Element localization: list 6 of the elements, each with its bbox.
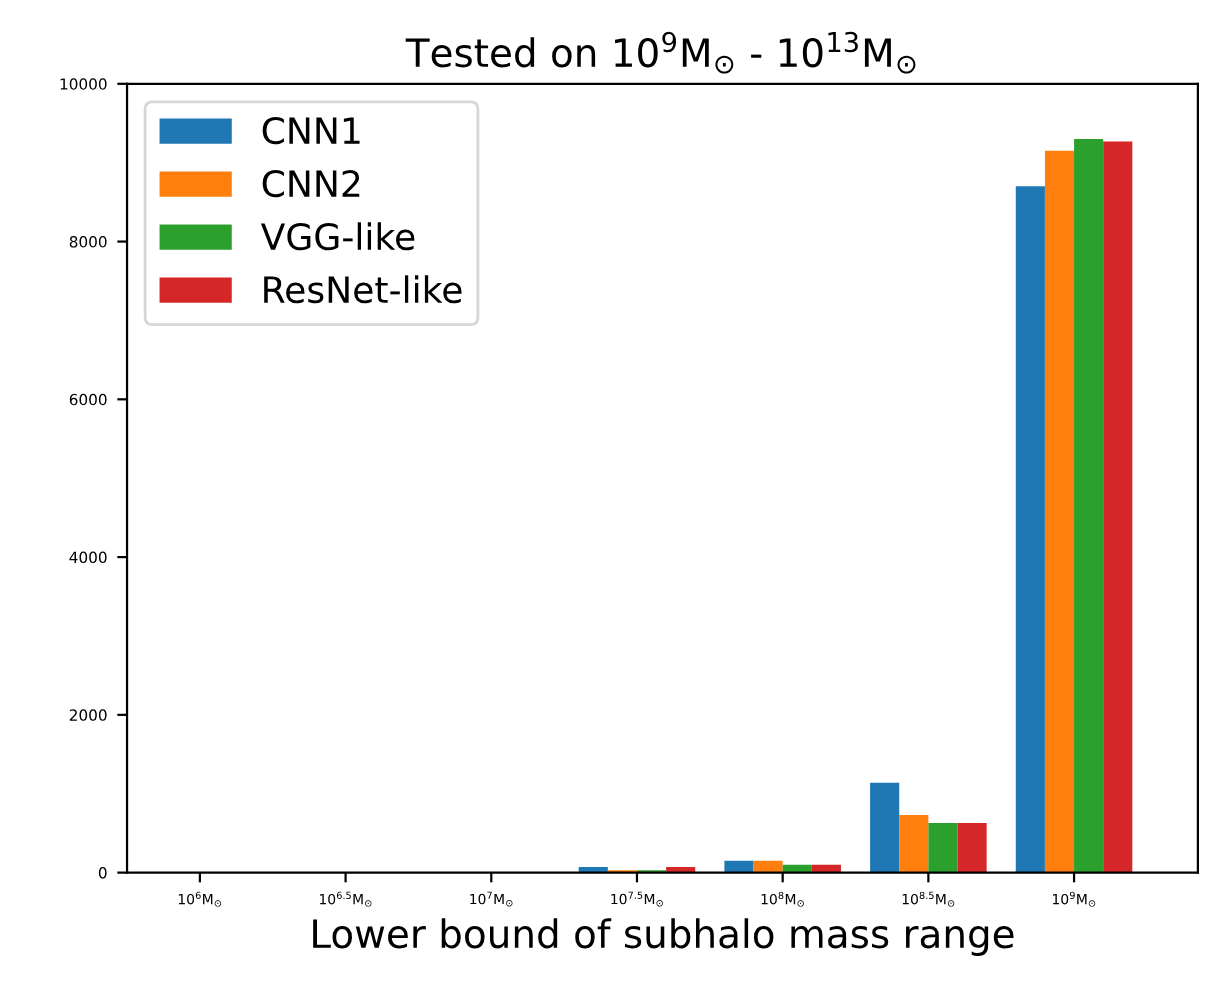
legend-label: ResNet-like: [264, 275, 462, 304]
legend-label: VGG-like: [260, 222, 415, 251]
x-axis-title: Lower bound of subhalo mass range: [313, 918, 1014, 956]
chart-title: Tested on 10$^{9}$M$_{⊙}$ - 10$^{13}$M$_{⊙}$: [405, 31, 916, 74]
legend-label: CNN2: [262, 169, 360, 198]
legend-label: CNN1: [262, 116, 360, 145]
